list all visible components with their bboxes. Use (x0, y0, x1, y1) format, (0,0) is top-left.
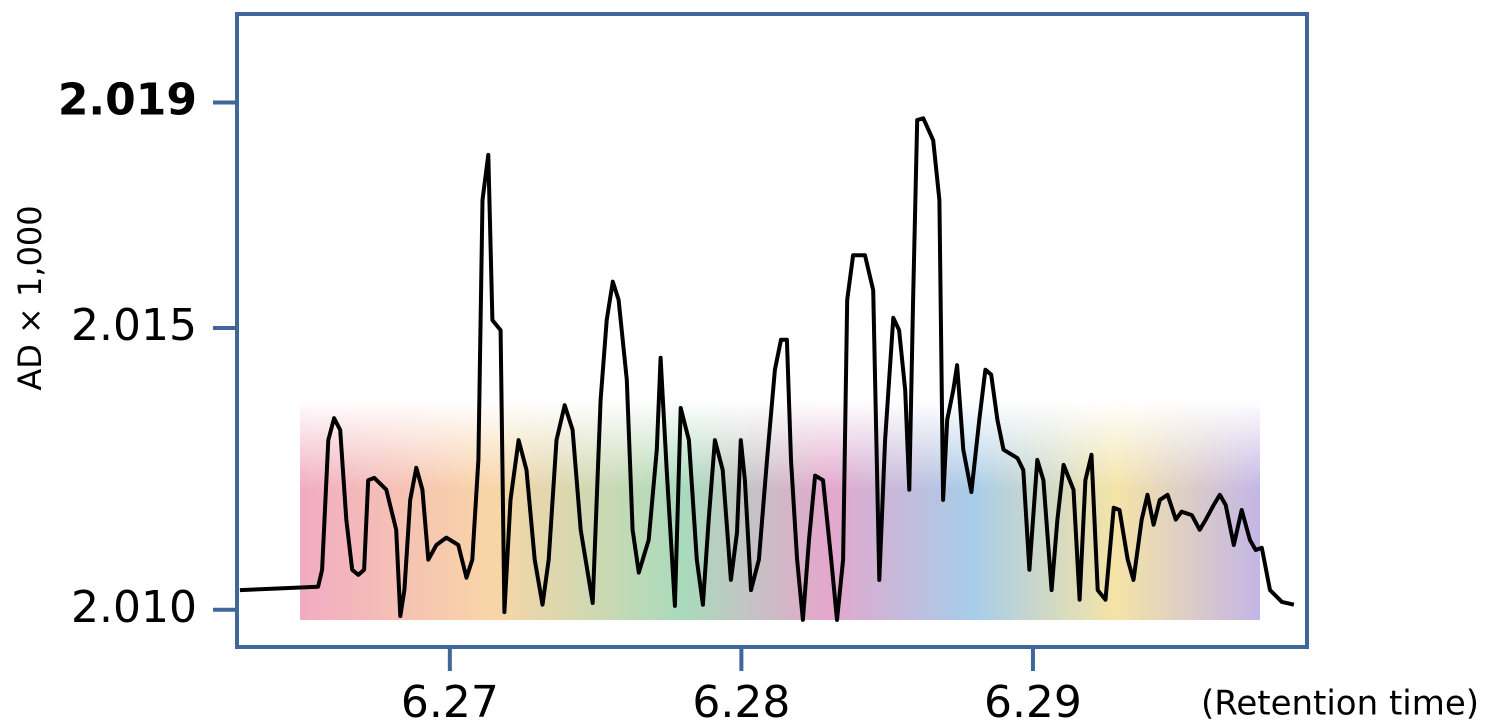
background-fade (300, 400, 1260, 490)
x-tick-label: 6.28 (692, 677, 790, 727)
x-axis-label: (Retention time) (1201, 684, 1479, 724)
x-tick-label: 6.29 (984, 677, 1082, 727)
plot-frame (235, 12, 1309, 649)
data-line (239, 116, 1295, 622)
y-tick-label: 2.015 (71, 300, 197, 351)
x-tick-label: 6.27 (401, 677, 499, 727)
y-tick-label: 2.019 (58, 74, 197, 125)
y-axis-label: AD × 1,000 (11, 205, 49, 390)
y-tick-label: 2.010 (71, 582, 197, 633)
